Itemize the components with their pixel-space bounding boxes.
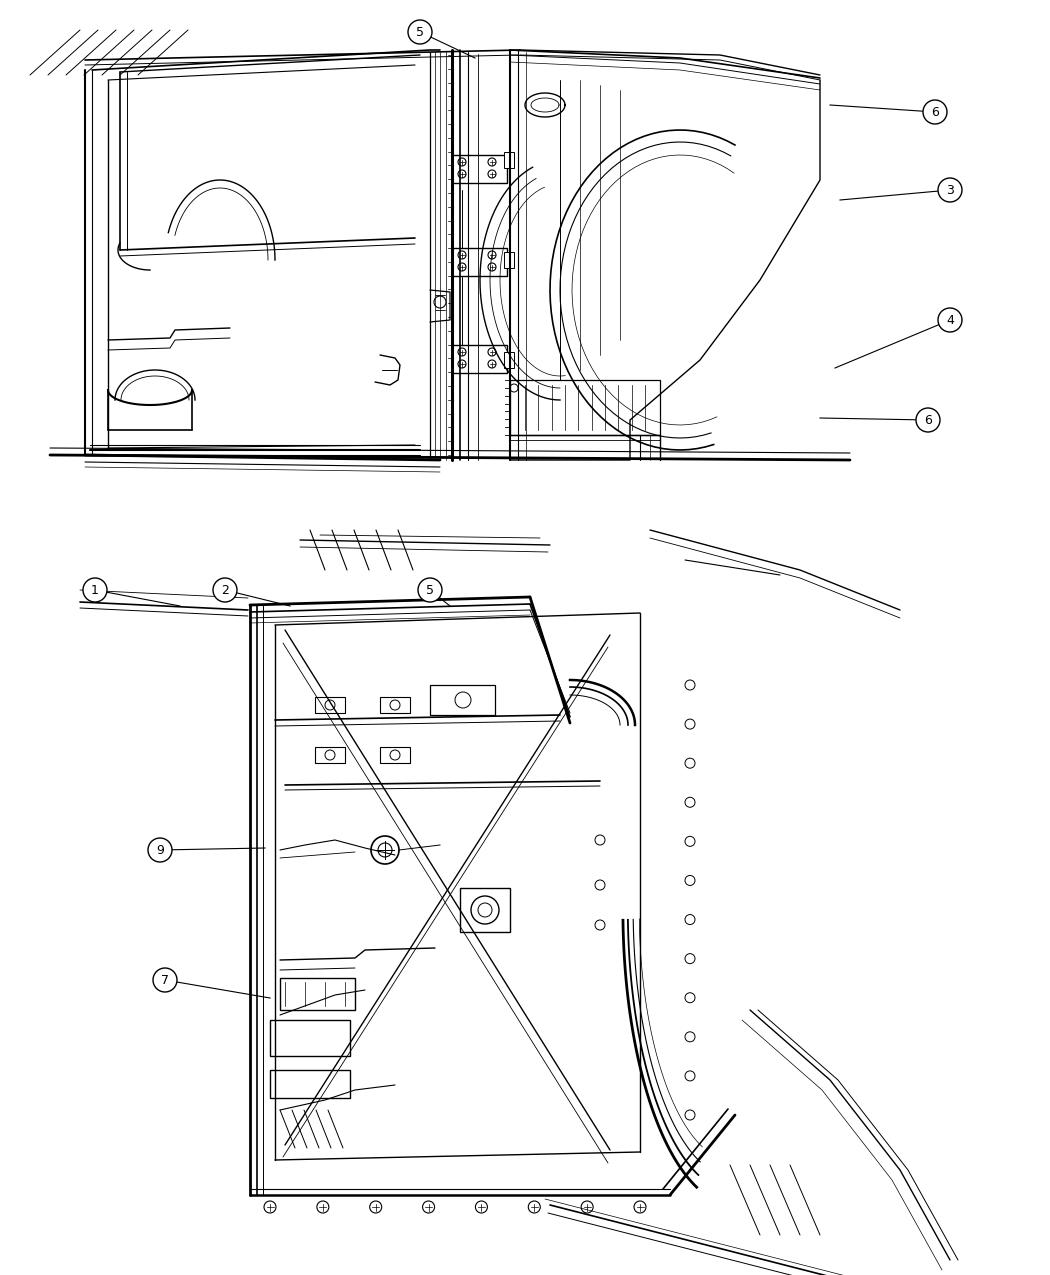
FancyBboxPatch shape [430,685,495,715]
FancyBboxPatch shape [270,1020,350,1056]
Text: 3: 3 [946,184,954,196]
Circle shape [938,309,962,332]
Circle shape [213,578,237,602]
Text: 1: 1 [91,584,99,597]
FancyBboxPatch shape [504,352,514,368]
Circle shape [916,408,940,432]
Text: 5: 5 [416,26,424,38]
Circle shape [83,578,107,602]
FancyBboxPatch shape [380,747,410,762]
Text: 2: 2 [222,584,229,597]
FancyBboxPatch shape [504,252,514,268]
Text: 5: 5 [426,584,434,597]
FancyBboxPatch shape [270,1070,350,1098]
Text: 9: 9 [156,844,164,857]
FancyBboxPatch shape [460,887,510,932]
Circle shape [408,20,432,45]
Text: 6: 6 [924,413,932,427]
FancyBboxPatch shape [504,152,514,168]
FancyBboxPatch shape [315,747,345,762]
Text: 4: 4 [946,314,954,326]
Circle shape [153,968,177,992]
Circle shape [418,578,442,602]
Text: 6: 6 [931,106,939,119]
Circle shape [923,99,947,124]
FancyBboxPatch shape [452,346,507,374]
FancyBboxPatch shape [452,156,507,184]
Text: 7: 7 [161,974,169,987]
FancyBboxPatch shape [315,697,345,713]
FancyBboxPatch shape [380,697,410,713]
FancyBboxPatch shape [280,978,355,1010]
Circle shape [938,179,962,201]
FancyBboxPatch shape [510,380,660,435]
Circle shape [148,838,172,862]
FancyBboxPatch shape [452,249,507,275]
